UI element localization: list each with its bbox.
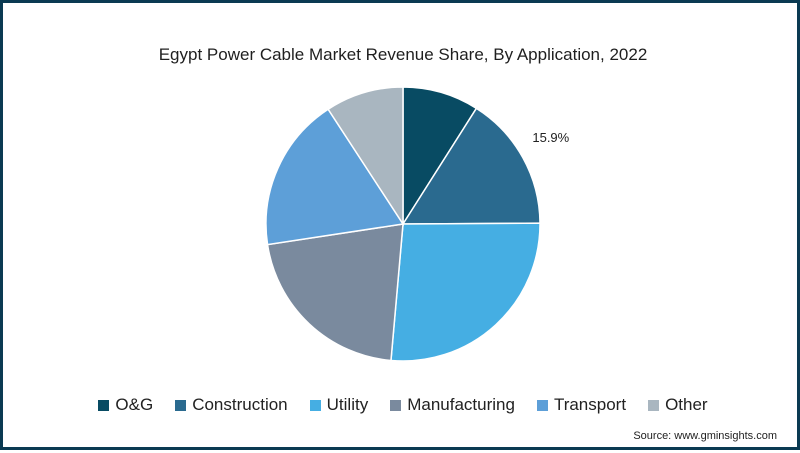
legend-label: Transport [553,395,627,414]
pie-slice-other [327,86,404,227]
legend-swatch [648,399,660,411]
legend-item-utility: Utility [309,395,369,415]
legend-swatch [175,399,187,411]
legend-item-construction: Construction [175,395,288,415]
legend-item-manufacturing: Manufacturing [390,395,515,415]
chart-legend: O&G Construction Utility Manufacturing Trans… [3,395,800,415]
legend-swatch [536,399,548,411]
pie-chart: 15.9% [265,86,570,362]
legend-item-other: Other [648,395,708,415]
legend-item-oandg: O&G [98,395,153,415]
slice-label-construction: 15.9% [532,130,569,145]
chart-title: Egypt Power Cable Market Revenue Share, … [158,45,648,64]
pie-slice-transport [265,108,405,246]
legend-label: Utility [326,395,369,414]
legend-swatch [309,399,321,411]
legend-swatch [390,399,402,411]
legend-label: O&G [115,395,154,414]
pie-slice-utility [390,222,541,362]
pie-slice-manufacturing [266,223,404,362]
legend-swatch [98,399,110,411]
pie-slice-construction [401,107,541,225]
legend-label: Other [665,395,708,414]
legend-label: Manufacturing [407,395,515,414]
source-note: Source: www.gminsights.com [633,430,777,442]
legend-label: Construction [192,395,288,414]
legend-item-transport: Transport [536,395,627,415]
